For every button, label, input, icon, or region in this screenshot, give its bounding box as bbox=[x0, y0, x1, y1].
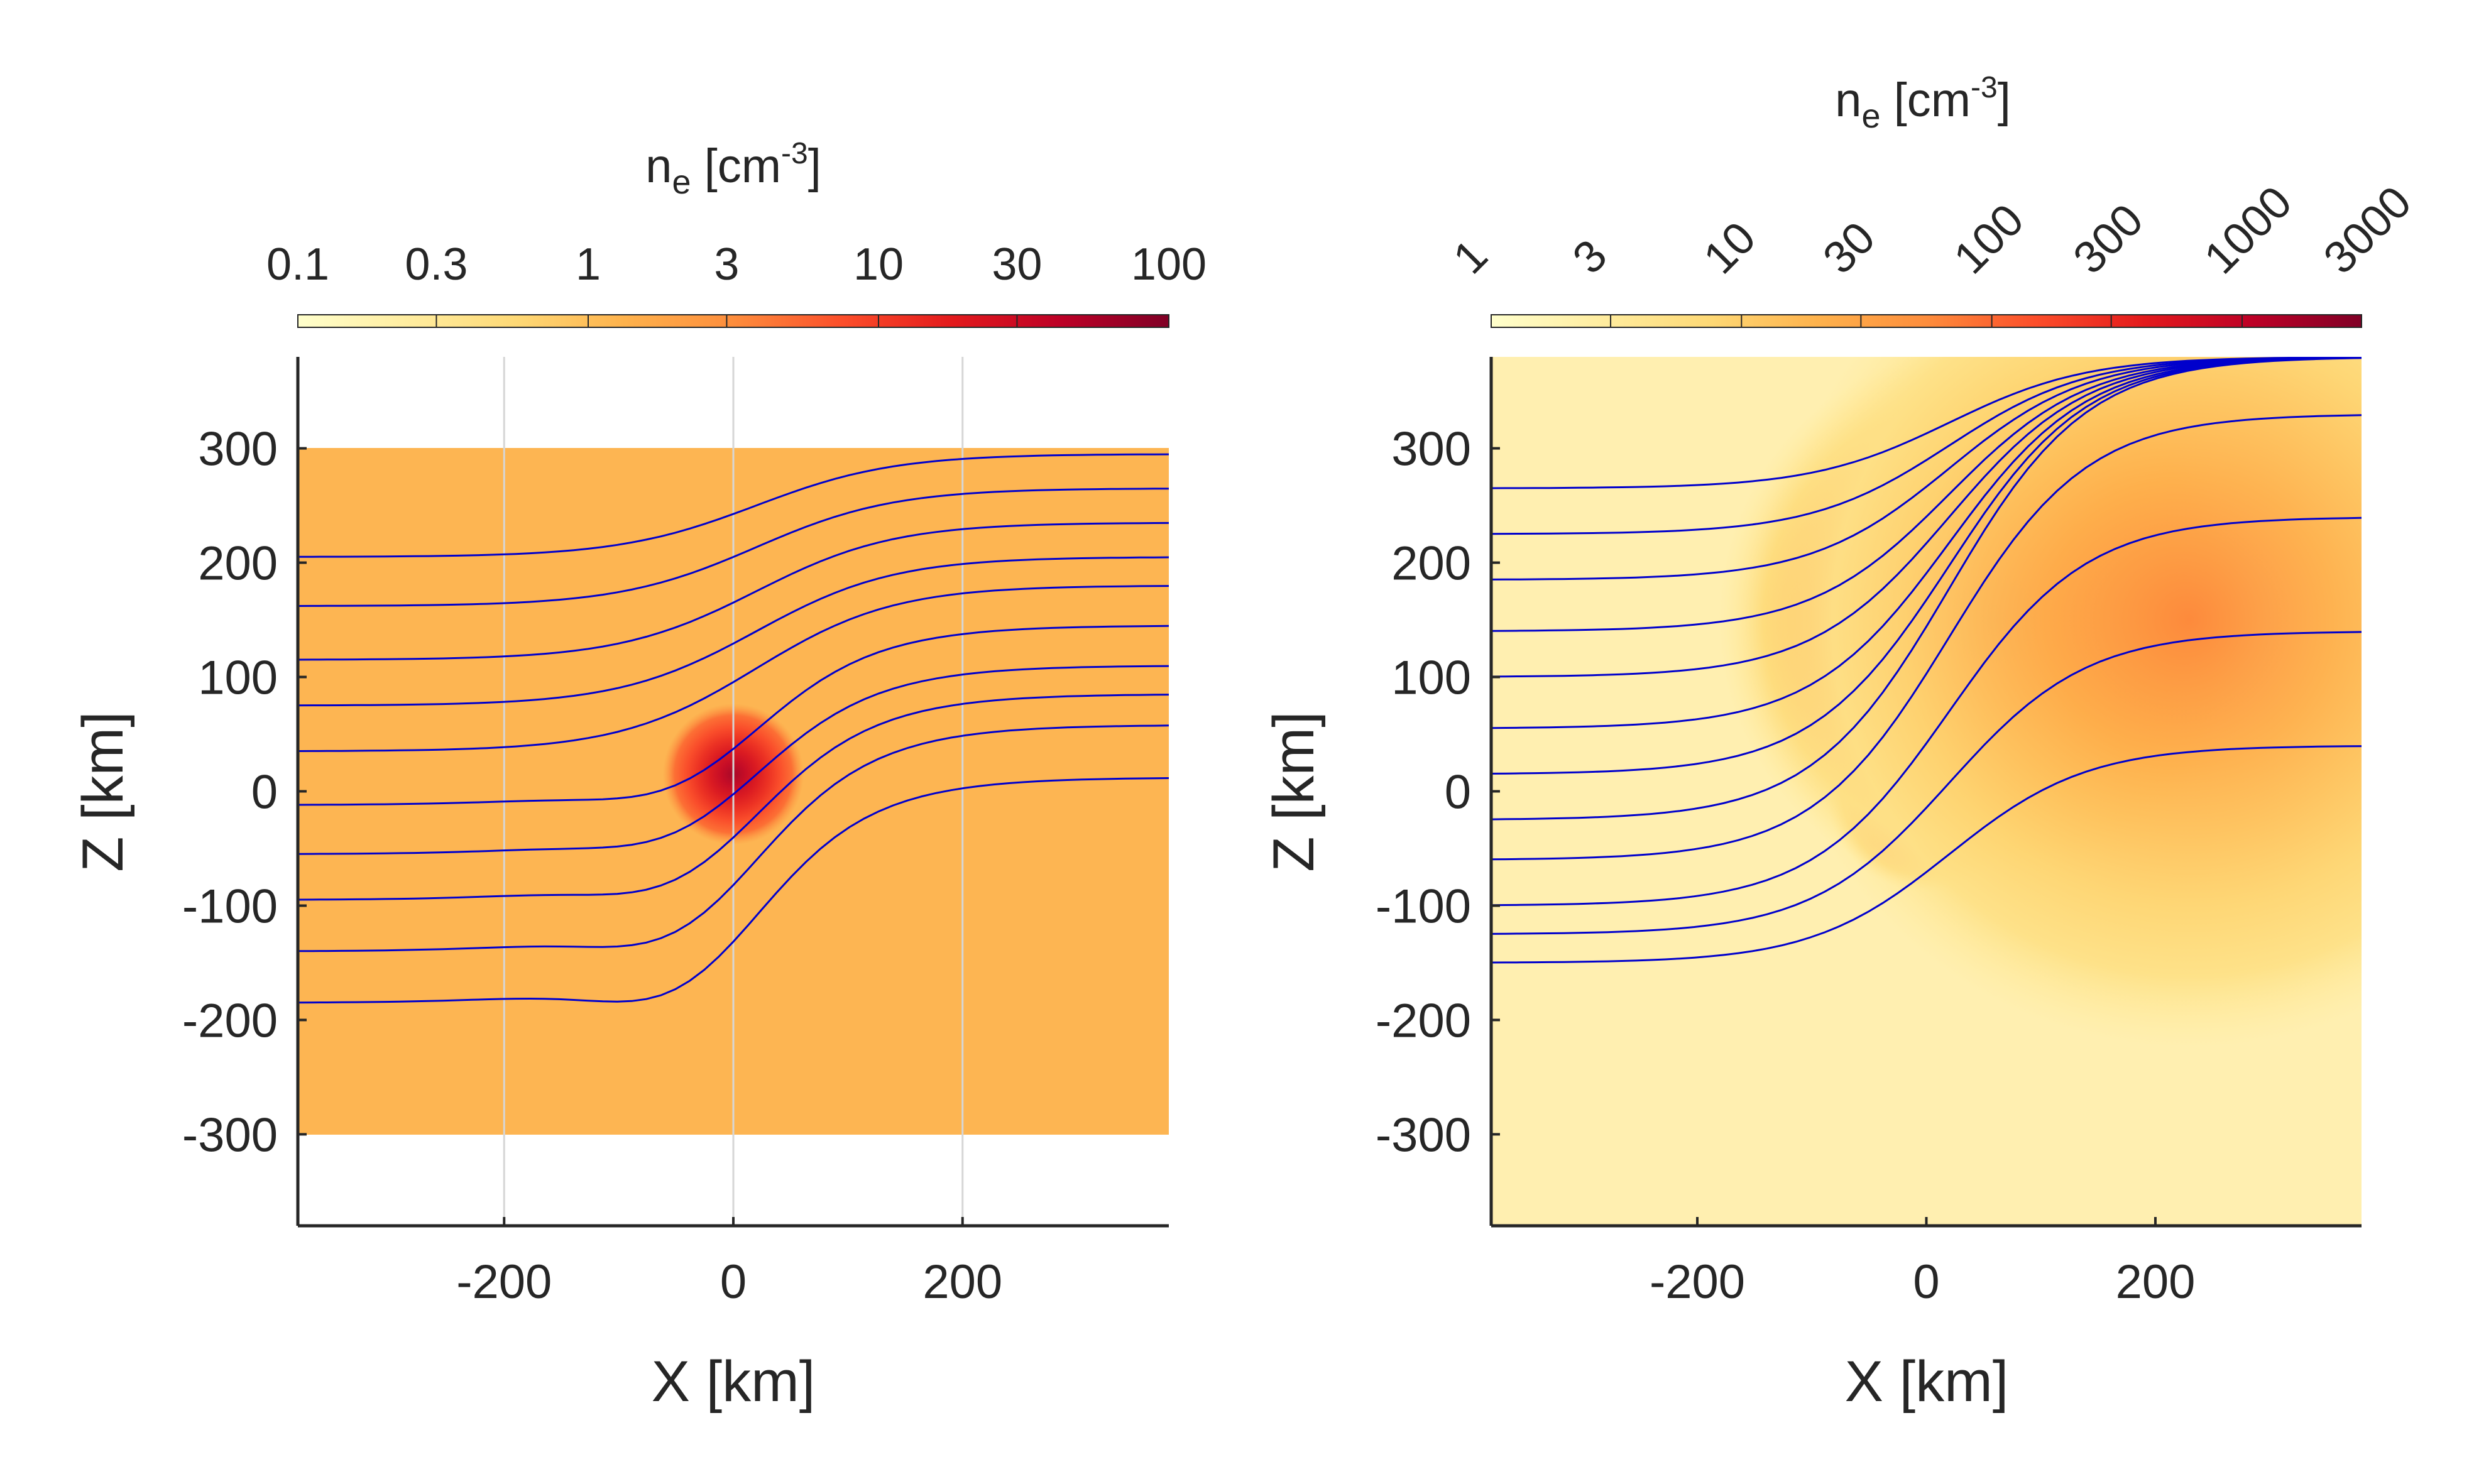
right-panel: 1 3 10 30 100 300 1000 3000 ne [cm-3] 300200100… bbox=[1262, 71, 2421, 1414]
colorbar-tick-label: 1 bbox=[576, 239, 601, 290]
y-tick-label: 0 bbox=[1445, 766, 1471, 819]
x-tick-label: 200 bbox=[922, 1255, 1002, 1309]
colorbar-tick-label: 10 bbox=[853, 239, 904, 290]
x-tick-label: 0 bbox=[720, 1255, 747, 1309]
colorbar-tick-label: 30 bbox=[1814, 212, 1885, 283]
field-line bbox=[298, 694, 1169, 901]
y-tick-label: -200 bbox=[1376, 994, 1471, 1047]
colorbar-tick-label: 3 bbox=[714, 239, 739, 290]
colorbar-tick-label: 100 bbox=[1131, 239, 1207, 290]
y-tick-label: -200 bbox=[182, 994, 278, 1047]
y-tick-label: 300 bbox=[198, 423, 278, 476]
field-line bbox=[298, 556, 1169, 707]
colorbar-ticks-left: 0.1 0.3 1 3 10 30 100 bbox=[266, 239, 1207, 327]
colorbar-tick-label: 300 bbox=[2064, 195, 2153, 284]
x-axis-label-right: X [km] bbox=[1845, 1350, 2009, 1414]
y-tick-label: -300 bbox=[1376, 1108, 1471, 1162]
x-ticks-right: -200 0 200 bbox=[1650, 1217, 2195, 1309]
y-tick-label: -300 bbox=[182, 1108, 278, 1162]
field-line bbox=[1491, 357, 2362, 821]
colorbar-tick-label: 3 bbox=[1563, 230, 1617, 283]
x-tick-label: 200 bbox=[2116, 1255, 2196, 1309]
colorbar-tick-label: 0.3 bbox=[405, 239, 468, 290]
y-ticks-left: 300 200 100 0 -100 -200 -300 bbox=[182, 423, 307, 1162]
y-tick-label: 300 bbox=[1391, 423, 1471, 476]
colorbar-tick-label: 1 bbox=[1444, 230, 1497, 283]
y-tick-label: -100 bbox=[182, 880, 278, 933]
field-line bbox=[298, 777, 1169, 1004]
x-tick-label: -200 bbox=[456, 1255, 552, 1309]
field-line bbox=[1491, 516, 2362, 907]
colorbar-tick-label: 10 bbox=[1694, 212, 1765, 283]
colorbar-ticks-right: 1 3 10 30 100 300 1000 3000 bbox=[1444, 177, 2421, 327]
colorbar-tick-label: 0.1 bbox=[266, 239, 329, 290]
field-line bbox=[298, 625, 1169, 806]
plot-area-right bbox=[1491, 357, 2362, 1226]
colorbar-tick-label: 1000 bbox=[2195, 177, 2302, 283]
field-line bbox=[1491, 357, 2362, 678]
colorbar-tick-label: 30 bbox=[992, 239, 1042, 290]
field-line bbox=[1491, 745, 2362, 964]
field-line bbox=[298, 488, 1169, 607]
x-ticks-left: -200 0 200 bbox=[456, 1217, 1002, 1309]
left-panel: 0.1 0.3 1 3 10 30 100 ne [cm-3] 300 200 100 0 -100… bbox=[71, 137, 1207, 1414]
y-tick-label: 0 bbox=[251, 766, 278, 819]
field-line bbox=[1491, 414, 2362, 861]
colorbar-bar-left bbox=[297, 314, 1169, 328]
y-tick-label: 100 bbox=[1391, 652, 1471, 705]
colorbar-left: 0.1 0.3 1 3 10 30 100 ne [cm-3] bbox=[266, 137, 1207, 328]
colorbar-label-right: ne [cm-3] bbox=[1835, 71, 2011, 135]
field-line bbox=[1491, 631, 2362, 935]
field-lines-right bbox=[1491, 357, 2362, 964]
colorbar-right: 1 3 10 30 100 300 1000 3000 ne [cm-3] bbox=[1444, 71, 2421, 328]
x-axis-label-left: X [km] bbox=[652, 1350, 816, 1414]
x-tick-label: 0 bbox=[1913, 1255, 1939, 1309]
colorbar-tick-label: 100 bbox=[1944, 195, 2033, 284]
y-axis-label-left: Z [km] bbox=[71, 711, 135, 872]
field-line bbox=[298, 453, 1169, 558]
field-line bbox=[298, 665, 1169, 855]
y-tick-label: 200 bbox=[198, 537, 278, 591]
y-tick-label: 100 bbox=[198, 652, 278, 705]
field-line bbox=[1491, 357, 2362, 581]
y-ticks-right: 300 200 100 0 -100 -200 -300 bbox=[1376, 423, 1500, 1162]
field-line bbox=[298, 521, 1169, 661]
colorbar-tick-label: 3000 bbox=[2314, 177, 2421, 283]
y-axis-label-right: Z [km] bbox=[1262, 711, 1326, 872]
field-line bbox=[298, 724, 1169, 952]
field-line bbox=[298, 585, 1169, 752]
plot-area-left bbox=[298, 357, 1169, 1226]
x-tick-label: -200 bbox=[1650, 1255, 1745, 1309]
colorbar-bar-right bbox=[1491, 314, 2362, 328]
y-tick-label: -100 bbox=[1376, 880, 1471, 933]
grid-left bbox=[503, 357, 964, 1226]
field-lines-left bbox=[298, 453, 1169, 1004]
y-tick-label: 200 bbox=[1391, 537, 1471, 591]
colorbar-label-left: ne [cm-3] bbox=[645, 137, 821, 201]
